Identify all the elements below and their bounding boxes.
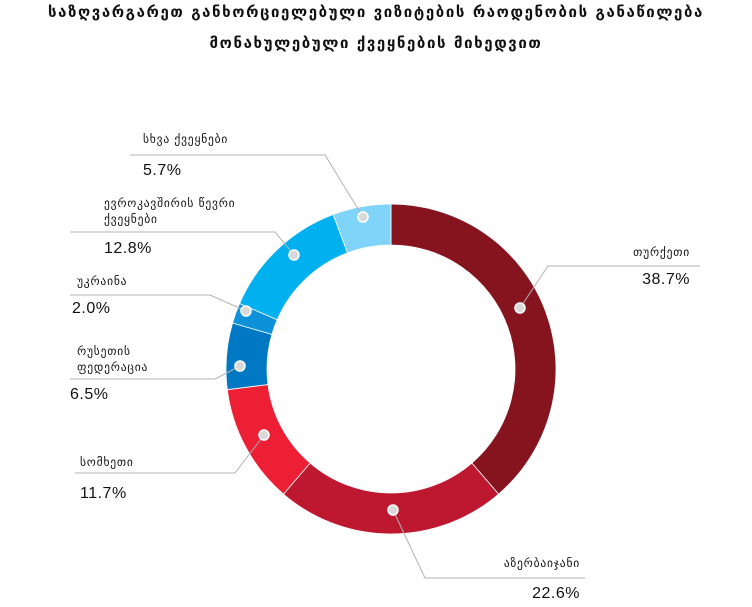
slice-value-4: 2.0% [72, 300, 110, 317]
slice-label-1-line-0: აზერბაიჯანი [504, 556, 580, 570]
slice-labels: თურქეთი 38.7% აზერბაიჯანი 22.6% სომხეთი 11.7%… [70, 132, 690, 602]
slice-value-1: 22.6% [532, 585, 580, 602]
leader-lines [70, 154, 700, 579]
slice-value-6: 5.7% [143, 162, 181, 179]
leader-line-0 [519, 265, 700, 309]
leader-line-2 [75, 434, 265, 474]
slice-label-5-line-1: ქვეყნები [104, 212, 158, 226]
leader-line-5 [70, 231, 295, 256]
slice-label-5-line-0: ევროკავშირის წევრი [104, 196, 235, 210]
leader-dot-2 [258, 429, 270, 441]
chart-title-line-2: მონახულებული ქვეყნების მიხედვით [209, 34, 543, 52]
leader-dot-0 [514, 302, 526, 314]
slice-value-2: 11.7% [80, 485, 127, 502]
donut-slice-3 [225, 322, 273, 391]
slice-value-3: 6.5% [70, 386, 108, 403]
donut-slice-2 [226, 384, 311, 495]
chart-title-line-1: საზღვარგარეთ განხორციელებული ვიზიტების რ… [48, 3, 704, 21]
donut-slices [225, 203, 557, 535]
leader-line-3 [70, 365, 241, 380]
donut-slice-1 [282, 462, 500, 535]
donut-slice-5 [239, 213, 349, 321]
slice-label-2-line-0: სომხეთი [80, 455, 134, 469]
slice-label-3-line-0: რუსეთის [77, 344, 131, 358]
donut-slice-0 [390, 203, 557, 495]
leader-dot-3 [234, 360, 246, 372]
leader-line-1 [392, 509, 585, 579]
slice-label-0-line-0: თურქეთი [633, 245, 690, 259]
donut-slice-6 [332, 203, 392, 254]
leader-dot-5 [288, 249, 300, 261]
slice-label-3-line-1: ფედერაცია [77, 360, 148, 374]
slice-label-4-line-0: უკრაინა [77, 274, 127, 288]
slice-value-0: 38.7% [642, 271, 690, 288]
slice-label-6-line-0: სხვა ქვეყნები [143, 132, 228, 146]
leader-dot-1 [387, 504, 399, 516]
leader-line-6 [130, 154, 364, 218]
leader-dot-6 [357, 211, 369, 223]
slice-value-5: 12.8% [104, 240, 152, 257]
leader-dot-4 [240, 305, 252, 317]
leader-line-4 [70, 294, 247, 312]
